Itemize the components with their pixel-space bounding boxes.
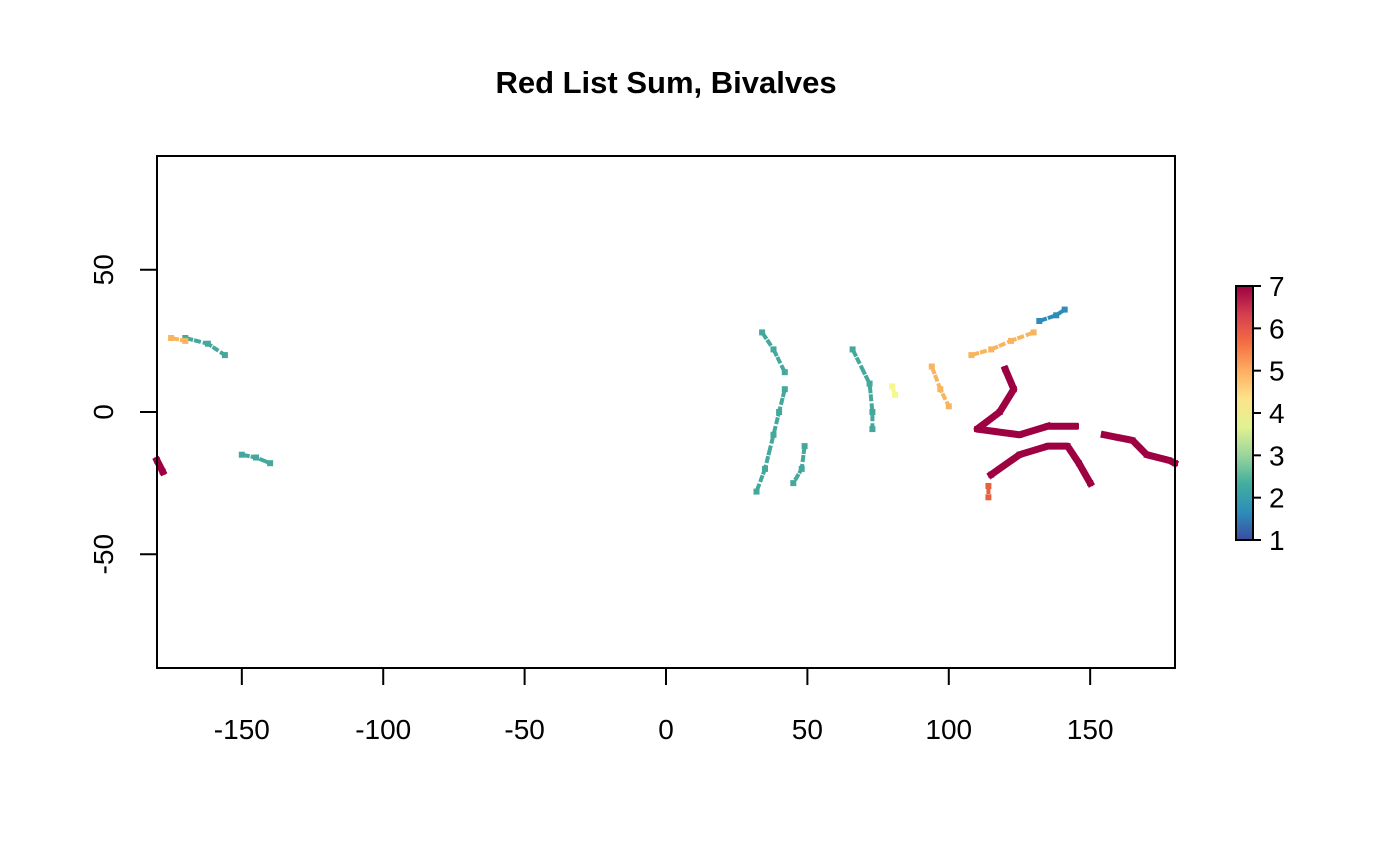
map-cell — [1143, 451, 1150, 458]
map-cell — [1064, 443, 1071, 450]
map-cell — [267, 460, 274, 467]
map-cell — [1044, 423, 1051, 430]
map-region-6 — [790, 443, 807, 486]
map-region-12 — [973, 364, 1080, 439]
x-tick-label: -100 — [355, 714, 411, 745]
y-tick-label: 50 — [88, 254, 119, 285]
map-cell — [759, 329, 766, 336]
legend-tick-label: 6 — [1269, 313, 1285, 344]
x-tick-label: -50 — [504, 714, 544, 745]
map-cell — [889, 383, 896, 390]
map-cell — [996, 409, 1003, 415]
map-cell — [770, 346, 777, 353]
map-cell — [988, 471, 995, 478]
x-tick-label: 50 — [792, 714, 823, 745]
map-cell — [182, 337, 189, 344]
map-region-7 — [849, 346, 875, 432]
map-cell — [869, 426, 876, 433]
chart-title: Red List Sum, Bivalves — [495, 65, 836, 100]
x-axis: -150 -100 -50 0 50 100 150 — [214, 667, 1114, 745]
map-cell — [1087, 480, 1094, 487]
legend-tick-label: 7 — [1269, 271, 1285, 302]
map-cell — [204, 340, 211, 347]
map-region-4 — [753, 386, 788, 495]
color-legend: 1 2 3 4 5 6 7 — [1235, 271, 1285, 556]
map-cell — [762, 465, 768, 472]
map-cell — [801, 443, 808, 450]
legend-tick-label: 5 — [1269, 356, 1285, 387]
map-cell — [1010, 386, 1017, 393]
map-cell — [168, 335, 175, 341]
map-region-11 — [1036, 306, 1068, 324]
map-cell — [790, 480, 797, 487]
map-cell — [866, 380, 873, 387]
map-cell — [1016, 431, 1023, 438]
map-cell — [1044, 443, 1051, 450]
map-cell — [1036, 318, 1043, 324]
map-cell — [869, 409, 876, 415]
map-cell — [1053, 312, 1060, 319]
map-cell — [945, 403, 952, 410]
map-cell — [253, 454, 259, 461]
map-cell — [221, 352, 228, 359]
map-cell — [781, 369, 788, 376]
map-cell — [1075, 460, 1082, 467]
y-axis: -50 0 50 — [88, 254, 158, 574]
map-cell — [753, 488, 760, 495]
map-cell — [770, 431, 777, 438]
map-cell — [1002, 366, 1009, 373]
map-cell — [776, 409, 783, 415]
map-cell — [985, 494, 992, 501]
map-cell — [928, 363, 935, 370]
map-cell — [974, 426, 981, 433]
map-region-10 — [968, 329, 1037, 358]
map-cell — [798, 465, 805, 472]
map-cell — [1101, 431, 1108, 438]
x-tick-label: -150 — [214, 714, 270, 745]
map-cell — [849, 346, 856, 353]
y-tick-label: -50 — [88, 534, 119, 574]
map-region-13 — [986, 442, 1095, 488]
map-cell — [892, 391, 898, 398]
map-cell — [985, 483, 992, 489]
map-cell — [1008, 337, 1014, 344]
map-raster-layer — [152, 306, 1180, 501]
x-tick-label: 100 — [925, 714, 972, 745]
plot-frame — [156, 155, 1176, 669]
legend-colorbar — [1235, 285, 1254, 541]
map-region-15 — [1100, 430, 1180, 468]
legend-tick-label: 4 — [1269, 398, 1285, 429]
map-cell — [937, 386, 944, 393]
map-cell — [1016, 451, 1023, 458]
map-cell — [781, 386, 788, 393]
map-cell — [1061, 306, 1068, 313]
legend-tick-label: 3 — [1269, 440, 1285, 471]
map-cell — [968, 352, 975, 359]
map-cell — [988, 346, 995, 353]
map-cell — [1129, 437, 1136, 444]
map-cell — [1030, 329, 1037, 336]
map-cell — [159, 468, 166, 475]
map-cell — [1073, 423, 1079, 430]
x-tick-label: 0 — [658, 714, 674, 745]
map-cell — [1166, 457, 1173, 464]
map-cell — [238, 451, 245, 458]
x-tick-label: 150 — [1067, 714, 1114, 745]
legend-tick-label: 2 — [1269, 483, 1285, 514]
legend-tick-label: 1 — [1269, 525, 1285, 556]
y-tick-label: 0 — [88, 404, 119, 420]
